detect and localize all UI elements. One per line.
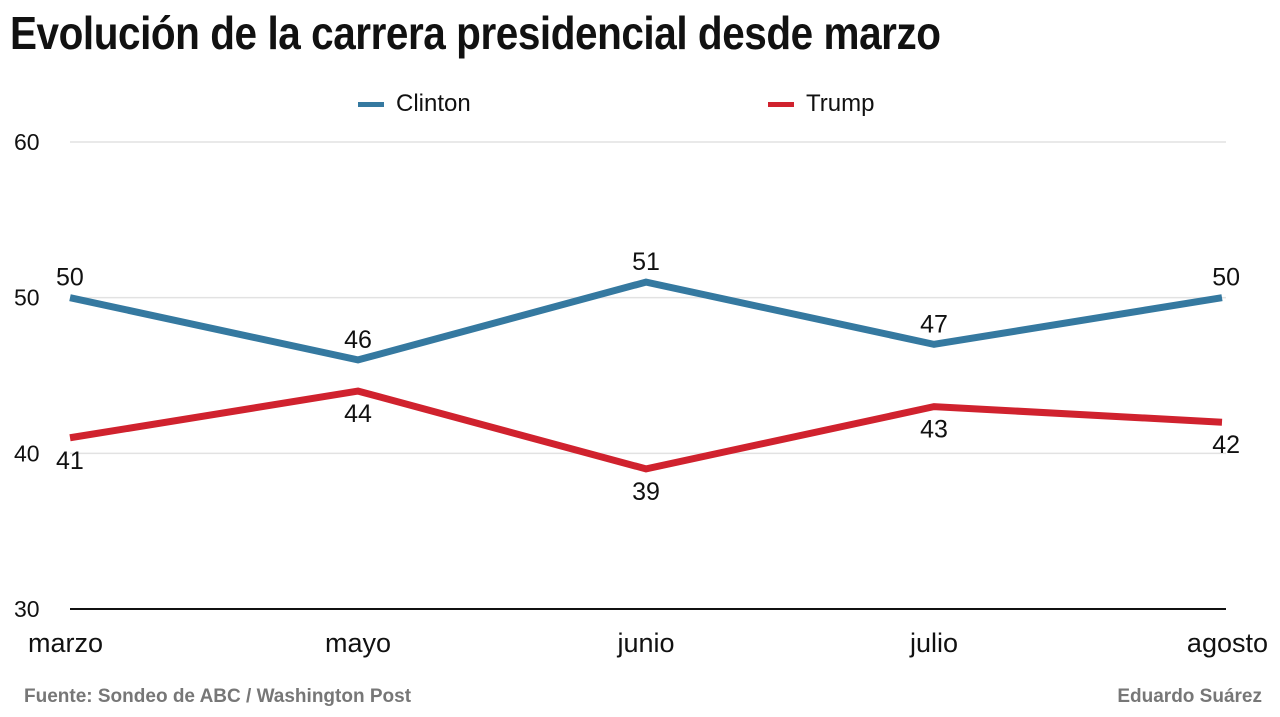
data-label-trump-agosto: 42 [1212,431,1240,459]
data-label-trump-junio: 39 [632,478,660,506]
legend-swatch-clinton [358,101,384,107]
y-tick-label-40: 40 [14,440,40,466]
legend-swatch-trump [768,101,794,107]
y-tick-label-50: 50 [14,285,40,311]
legend-item-trump: Trump [768,90,874,118]
legend-label-clinton: Clinton [396,90,471,117]
data-label-trump-julio: 43 [920,416,948,444]
x-tick-label-marzo: marzo [28,628,103,658]
data-label-clinton-junio: 51 [632,248,660,276]
legend-label-trump: Trump [806,90,875,117]
x-tick-label-agosto: agosto [1187,628,1268,658]
data-label-clinton-mayo: 46 [344,326,372,354]
author-credit: Eduardo Suárez [1117,686,1262,707]
source-note: Fuente: Sondeo de ABC / Washington Post [24,686,412,707]
x-tick-label-mayo: mayo [325,628,391,658]
y-tick-label-30: 30 [14,596,40,622]
data-label-trump-marzo: 41 [56,447,84,475]
legend-item-clinton: Clinton [358,90,471,118]
data-label-clinton-julio: 47 [920,310,948,338]
data-label-trump-mayo: 44 [344,400,372,428]
data-label-clinton-marzo: 50 [56,264,84,292]
x-tick-label-julio: julio [909,628,958,658]
x-tick-label-junio: junio [616,628,674,658]
data-label-clinton-agosto: 50 [1212,264,1240,292]
y-tick-label-60: 60 [14,129,40,155]
series-line-trump [69,387,1223,473]
series-line-clinton [69,278,1223,364]
chart-title: Evolución de la carrera presidencial des… [10,7,941,59]
legend: Clinton Trump [0,90,1280,122]
